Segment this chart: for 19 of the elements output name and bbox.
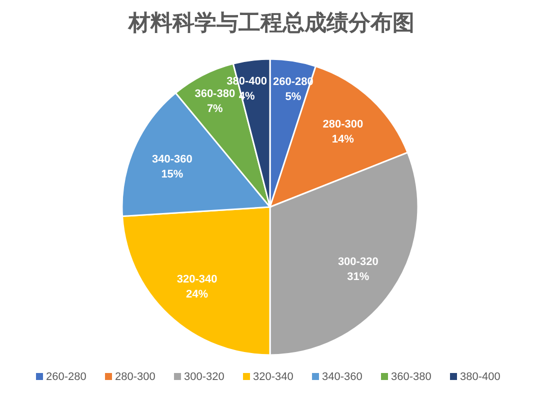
legend-label: 300-320: [184, 371, 224, 383]
data-label: 7%: [206, 102, 224, 115]
legend-label: 280-300: [115, 371, 156, 383]
data-label: 31%: [347, 270, 370, 283]
legend-label: 320-340: [253, 371, 294, 383]
slice-label: 360-380: [194, 88, 236, 100]
data-label: 24%: [186, 288, 208, 301]
slice-label: 300-320: [338, 256, 378, 268]
chart-title: 材料科学与工程总成绩分布图: [128, 10, 414, 35]
legend-label: 340-360: [322, 371, 362, 383]
data-label: 14%: [332, 133, 354, 146]
slice-label: 320-340: [176, 274, 218, 286]
data-label: 5%: [285, 91, 302, 104]
legend-label: 380-400: [460, 371, 500, 383]
legend-label: 360-380: [391, 371, 432, 383]
slice-label: 340-360: [152, 154, 192, 166]
legend-label: 260-280: [46, 371, 86, 383]
data-label: 15%: [161, 168, 184, 181]
slice-label: 280-300: [322, 118, 364, 130]
